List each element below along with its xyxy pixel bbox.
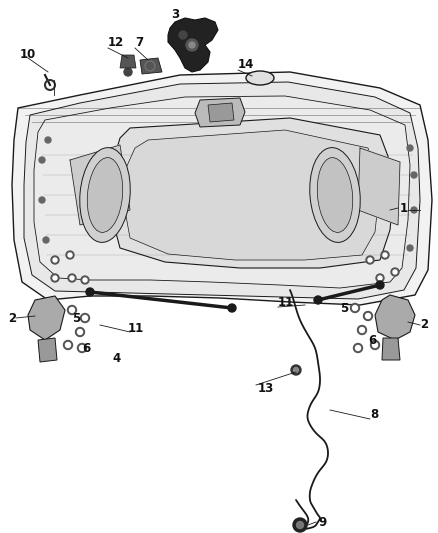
Circle shape (391, 268, 399, 276)
Text: 13: 13 (258, 382, 274, 394)
Circle shape (353, 343, 363, 352)
Circle shape (83, 278, 87, 282)
Polygon shape (34, 96, 410, 288)
Text: 5: 5 (340, 302, 348, 314)
Circle shape (356, 345, 360, 351)
Polygon shape (168, 18, 218, 72)
Text: 4: 4 (112, 351, 120, 365)
Polygon shape (110, 118, 395, 268)
Circle shape (70, 308, 74, 312)
Circle shape (43, 237, 49, 243)
Polygon shape (208, 103, 234, 122)
Circle shape (186, 39, 198, 51)
Circle shape (39, 197, 45, 203)
Circle shape (189, 42, 195, 48)
Polygon shape (382, 338, 400, 360)
Text: 10: 10 (20, 49, 36, 61)
Text: 9: 9 (318, 515, 326, 529)
Circle shape (393, 270, 397, 274)
Circle shape (381, 251, 389, 259)
Text: 14: 14 (238, 59, 254, 71)
Circle shape (80, 345, 85, 351)
Ellipse shape (317, 158, 353, 232)
Circle shape (75, 327, 85, 336)
Circle shape (81, 276, 89, 284)
Circle shape (68, 274, 76, 282)
Circle shape (179, 31, 187, 39)
Text: 12: 12 (108, 36, 124, 49)
Circle shape (78, 329, 82, 335)
Polygon shape (38, 338, 57, 362)
Circle shape (78, 343, 86, 352)
Polygon shape (140, 58, 162, 74)
Polygon shape (358, 148, 400, 225)
Text: 11: 11 (278, 295, 294, 309)
Text: 7: 7 (135, 36, 143, 49)
Circle shape (81, 313, 89, 322)
Circle shape (407, 245, 413, 251)
Circle shape (53, 276, 57, 280)
Circle shape (82, 316, 88, 320)
Polygon shape (24, 82, 420, 299)
Circle shape (372, 343, 378, 348)
Circle shape (66, 343, 71, 348)
Circle shape (64, 341, 73, 350)
Circle shape (66, 251, 74, 259)
Text: 5: 5 (72, 311, 80, 325)
Circle shape (368, 258, 372, 262)
Circle shape (297, 521, 304, 529)
Circle shape (291, 365, 301, 375)
Circle shape (364, 311, 372, 320)
Circle shape (293, 518, 307, 532)
Circle shape (68, 253, 72, 257)
Circle shape (357, 326, 367, 335)
Circle shape (124, 68, 132, 76)
Polygon shape (12, 72, 432, 305)
Circle shape (407, 145, 413, 151)
Ellipse shape (310, 148, 360, 243)
Circle shape (411, 207, 417, 213)
Text: 6: 6 (368, 334, 376, 346)
Text: 3: 3 (171, 9, 179, 21)
Polygon shape (28, 296, 65, 340)
Ellipse shape (246, 71, 274, 85)
Ellipse shape (87, 158, 123, 232)
Circle shape (51, 256, 59, 264)
Text: 1: 1 (400, 201, 408, 214)
Circle shape (376, 274, 384, 282)
Circle shape (51, 274, 59, 282)
Polygon shape (70, 145, 130, 225)
Circle shape (293, 367, 299, 373)
Ellipse shape (80, 148, 130, 243)
Polygon shape (195, 98, 245, 127)
Text: 8: 8 (370, 408, 378, 422)
Circle shape (70, 276, 74, 280)
Circle shape (411, 172, 417, 178)
Text: 2: 2 (8, 311, 16, 325)
Circle shape (366, 256, 374, 264)
Circle shape (86, 288, 94, 296)
Circle shape (314, 296, 322, 304)
Circle shape (376, 281, 384, 289)
Circle shape (365, 313, 371, 319)
Text: 6: 6 (82, 342, 90, 354)
Polygon shape (120, 55, 136, 68)
Circle shape (39, 157, 45, 163)
Polygon shape (375, 295, 415, 340)
Circle shape (350, 303, 360, 312)
Text: 2: 2 (420, 319, 428, 332)
Circle shape (360, 327, 364, 333)
Circle shape (67, 305, 77, 314)
Circle shape (371, 341, 379, 350)
Circle shape (45, 137, 51, 143)
Polygon shape (124, 130, 380, 260)
Circle shape (228, 304, 236, 312)
Circle shape (383, 253, 387, 257)
Text: 11: 11 (128, 321, 144, 335)
Circle shape (378, 276, 382, 280)
Circle shape (53, 258, 57, 262)
Circle shape (353, 305, 357, 311)
